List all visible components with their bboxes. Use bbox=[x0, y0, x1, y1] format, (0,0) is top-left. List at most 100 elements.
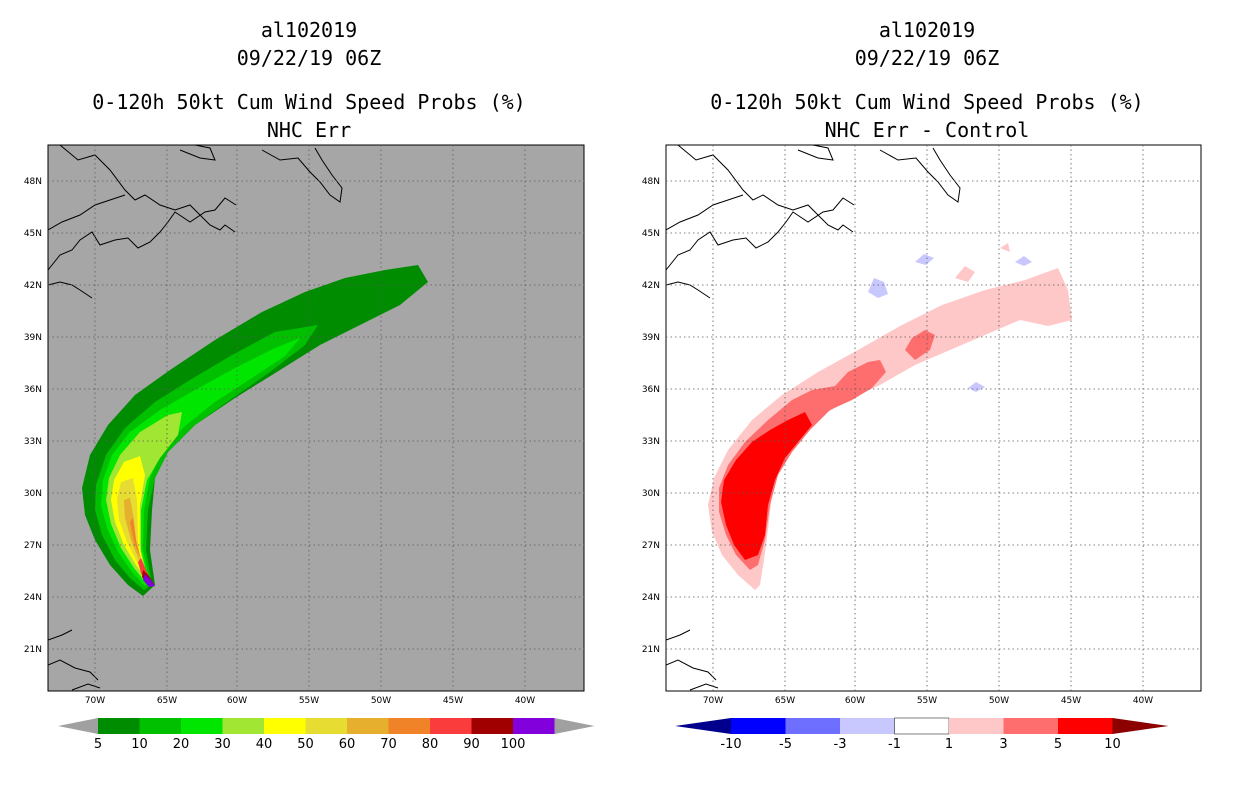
left-prob-70 bbox=[130, 518, 147, 574]
colorbar-box bbox=[471, 718, 513, 734]
colorbar-tick-label: 90 bbox=[463, 737, 480, 752]
colorbar-box bbox=[785, 718, 840, 734]
colorbar-box bbox=[894, 717, 950, 735]
left-storm-id: al102019 bbox=[260, 18, 358, 42]
colorbar-box bbox=[181, 718, 223, 734]
right-diff-neg-1-3 bbox=[968, 382, 985, 392]
lat-label: 39N bbox=[24, 333, 42, 343]
left-product-title: 0-120h 50kt Cum Wind Speed Probs (%) bbox=[92, 90, 526, 114]
colorbar-tick-label: 80 bbox=[422, 737, 439, 752]
colorbar-tick-label: 10 bbox=[131, 737, 148, 752]
lon-label: 50W bbox=[989, 696, 1009, 706]
lon-label: 70W bbox=[703, 696, 723, 706]
left-subtitle: NHC Err bbox=[266, 118, 352, 142]
lon-label: 55W bbox=[299, 696, 319, 706]
lat-label: 48N bbox=[642, 177, 660, 187]
right-coastlines bbox=[666, 145, 961, 691]
right-date: 09/22/19 06Z bbox=[854, 46, 1000, 70]
colorbar-box bbox=[1058, 718, 1113, 734]
lon-label: 50W bbox=[371, 696, 391, 706]
lat-label: 27N bbox=[24, 541, 42, 551]
colorbar-tick-label: 70 bbox=[380, 737, 397, 752]
lat-label: 36N bbox=[642, 385, 660, 395]
right-diff-neg-1-3 bbox=[915, 254, 934, 265]
colorbar-low-triangle bbox=[675, 718, 731, 734]
left-axis-labels: 48N 45N 42N 39N 36N 33N 30N 27N 24N 21N 70W 65W 60W 5… bbox=[24, 177, 535, 706]
lon-label: 65W bbox=[775, 696, 795, 706]
right-map-panel: 48N 45N 42N 39N 36N 33N 30N 27N 24N 21N 70W 65W 60W 5… bbox=[642, 144, 1202, 752]
colorbar-box bbox=[264, 718, 306, 734]
lat-label: 30N bbox=[24, 489, 42, 499]
lon-label: 60W bbox=[227, 696, 247, 706]
lon-label: 45W bbox=[443, 696, 463, 706]
right-map-frame bbox=[665, 144, 1202, 692]
right-product-title: 0-120h 50kt Cum Wind Speed Probs (%) bbox=[710, 90, 1144, 114]
colorbar-tick-label: 100 bbox=[501, 737, 526, 752]
right-diff-neg-1-3 bbox=[868, 278, 888, 298]
colorbar-tick-label: -3 bbox=[834, 737, 847, 752]
colorbar-tick-label: -1 bbox=[888, 737, 901, 752]
lon-label: 40W bbox=[1133, 696, 1153, 706]
lon-label: 45W bbox=[1061, 696, 1081, 706]
lat-label: 42N bbox=[642, 281, 660, 291]
colorbar-tick-label: 50 bbox=[297, 737, 314, 752]
left-prob-100 bbox=[143, 574, 155, 587]
lat-label: 39N bbox=[642, 333, 660, 343]
right-map-background bbox=[666, 145, 1201, 691]
lat-label: 48N bbox=[24, 177, 42, 187]
colorbar-tick-label: 40 bbox=[256, 737, 273, 752]
lat-label: 33N bbox=[24, 437, 42, 447]
colorbar-box bbox=[305, 718, 347, 734]
colorbar-box bbox=[430, 718, 472, 734]
right-colorbar: -10 -5 -3 -1 1 3 5 10 bbox=[675, 717, 1169, 752]
left-coastlines bbox=[48, 145, 343, 691]
right-diff-1-3-patch bbox=[1000, 243, 1010, 252]
left-date: 09/22/19 06Z bbox=[236, 46, 382, 70]
lat-label: 33N bbox=[642, 437, 660, 447]
lat-label: 45N bbox=[642, 229, 660, 239]
lon-label: 70W bbox=[85, 696, 105, 706]
colorbar-tick-label: 60 bbox=[339, 737, 356, 752]
lon-label: 55W bbox=[917, 696, 937, 706]
colorbar-tick-label: 5 bbox=[1054, 737, 1062, 752]
colorbar-box bbox=[139, 718, 181, 734]
lat-label: 42N bbox=[24, 281, 42, 291]
colorbar-box bbox=[388, 718, 430, 734]
lat-label: 24N bbox=[642, 593, 660, 603]
colorbar-low-triangle bbox=[58, 718, 98, 734]
right-graticule bbox=[666, 145, 1201, 691]
lon-label: 65W bbox=[157, 696, 177, 706]
lat-label: 21N bbox=[642, 645, 660, 655]
colorbar-box bbox=[840, 718, 895, 734]
right-storm-id: al102019 bbox=[878, 18, 976, 42]
colorbar-high-triangle bbox=[1112, 718, 1169, 734]
colorbar-tick-label: -5 bbox=[779, 737, 792, 752]
lat-label: 27N bbox=[642, 541, 660, 551]
colorbar-tick-label: 1 bbox=[945, 737, 953, 752]
colorbar-tick-label: 5 bbox=[94, 737, 102, 752]
colorbar-box bbox=[347, 718, 389, 734]
lat-label: 21N bbox=[24, 645, 42, 655]
colorbar-tick-label: 3 bbox=[999, 737, 1007, 752]
colorbar-tick-label: -10 bbox=[720, 737, 741, 752]
left-map-frame bbox=[47, 144, 585, 692]
lon-label: 40W bbox=[515, 696, 535, 706]
right-diff-1-3-patch bbox=[955, 266, 975, 282]
lat-label: 24N bbox=[24, 593, 42, 603]
colorbar-box bbox=[949, 718, 1004, 734]
colorbar-box bbox=[98, 718, 140, 734]
left-colorbar: 5 10 20 30 40 50 60 70 80 90 100 bbox=[58, 718, 595, 752]
lon-label: 60W bbox=[845, 696, 865, 706]
colorbar-box bbox=[731, 718, 786, 734]
left-graticule bbox=[48, 145, 584, 691]
colorbar-box bbox=[513, 718, 555, 734]
right-axis-labels: 48N 45N 42N 39N 36N 33N 30N 27N 24N 21N 70W 65W 60W 5… bbox=[642, 177, 1153, 706]
colorbar-tick-label: 30 bbox=[214, 737, 231, 752]
right-subtitle: NHC Err - Control bbox=[824, 118, 1030, 142]
right-diff-5-10 bbox=[721, 412, 812, 560]
right-diff-3-5-patch bbox=[905, 330, 935, 360]
lat-label: 30N bbox=[642, 489, 660, 499]
colorbar-tick-label: 10 bbox=[1104, 737, 1121, 752]
colorbar-tick-label: 20 bbox=[173, 737, 190, 752]
